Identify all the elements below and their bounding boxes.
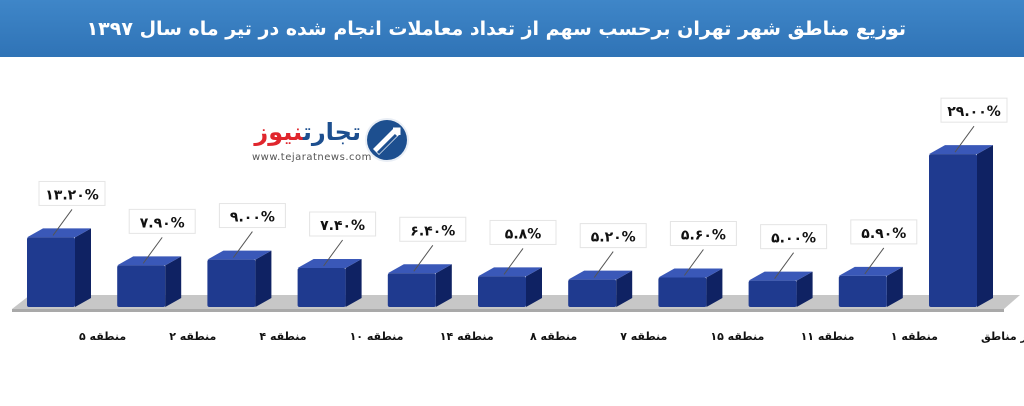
bar	[748, 280, 797, 307]
data-label: ۷.۴۰%	[320, 218, 365, 234]
data-label-box	[128, 208, 196, 234]
bar-top	[929, 145, 993, 155]
bar-side	[616, 270, 633, 307]
data-label: ۵.۹۰%	[861, 226, 906, 242]
bar-side	[526, 267, 542, 307]
bar	[838, 275, 887, 307]
bar	[27, 237, 75, 307]
data-label-leader	[683, 249, 704, 276]
bar	[387, 273, 436, 307]
data-label: ۲۹.۰۰%	[947, 104, 1001, 120]
data-label-box	[38, 180, 106, 206]
x-tick-label: منطقه ۲	[169, 330, 216, 343]
x-tick-label: منطقه ۱	[891, 330, 938, 343]
data-label: ۵.۰۰%	[771, 231, 816, 247]
data-label-leader	[323, 239, 344, 267]
chart-title: توزیع مناطق شهر تهران برحسب سهم از تعداد…	[86, 17, 906, 40]
data-label-leader	[864, 247, 885, 275]
data-label-leader	[142, 237, 163, 264]
bar	[658, 277, 707, 307]
bar-top	[748, 271, 813, 281]
x-tick-label: منطقه ۱۱	[801, 330, 855, 343]
data-label: ۵.۲۰%	[591, 230, 636, 246]
chart-floor-edge	[12, 309, 1004, 312]
data-label-box	[669, 220, 737, 246]
bar-top	[658, 268, 723, 278]
data-label-leader	[52, 209, 73, 236]
data-label: ۶.۴۰%	[410, 223, 455, 239]
x-tick-label: منطقه ۴	[259, 330, 306, 343]
bar-top	[387, 264, 452, 274]
data-label-box	[760, 224, 828, 250]
x-tick-label: منطقه ۱۵	[710, 330, 764, 343]
bar	[568, 279, 617, 307]
bar-side	[255, 250, 272, 307]
x-tick-label: منطقه ۷	[620, 330, 667, 343]
bar-side	[796, 271, 813, 307]
data-label-box	[489, 219, 557, 245]
tejarat-news-logo: تجارتنیوز www.tejaratnews.com	[246, 115, 411, 171]
bar	[297, 268, 346, 307]
bar-side	[977, 145, 993, 307]
x-tick-label: سایر مناطق	[981, 330, 1024, 343]
data-label-box	[399, 216, 467, 242]
bar-top	[478, 267, 542, 277]
bar	[207, 259, 256, 307]
data-label-leader	[413, 244, 434, 272]
logo-name-second: نیوز	[254, 118, 303, 146]
bar-top	[27, 228, 91, 238]
bar-side	[886, 266, 903, 307]
bar-side	[75, 228, 91, 307]
logo-name-first: تجارت	[302, 118, 361, 146]
logo-name: تجارتنیوز	[254, 117, 361, 147]
data-label: ۵.۶۰%	[681, 227, 726, 243]
logo-url: www.tejaratnews.com	[252, 152, 372, 163]
data-label: ۷.۹۰%	[140, 215, 185, 231]
x-tick-label: منطقه ۵	[79, 330, 126, 343]
bar	[117, 265, 166, 307]
data-label-leader	[593, 251, 614, 278]
data-label-leader	[774, 252, 795, 279]
bar-side	[165, 256, 182, 307]
data-label-box	[309, 211, 377, 237]
data-label-box	[579, 223, 647, 249]
tejarat-news-logo-icon	[365, 118, 409, 162]
bar-top	[297, 259, 362, 269]
bar-side	[435, 264, 452, 307]
data-label-box	[850, 219, 918, 245]
data-label-box	[218, 203, 286, 229]
data-label: ۵.۸%	[505, 226, 541, 242]
x-tick-label: منطقه ۱۰	[350, 330, 404, 343]
bar-top	[207, 250, 272, 260]
x-tick-label: منطقه ۸	[530, 330, 577, 343]
x-tick-label: منطقه ۱۴	[440, 330, 494, 343]
data-label-leader	[232, 231, 253, 258]
chart-title-bar: توزیع مناطق شهر تهران برحسب سهم از تعداد…	[0, 0, 1024, 57]
bar-side	[345, 259, 362, 307]
bar	[929, 154, 977, 307]
data-label: ۹.۰۰%	[230, 210, 275, 226]
bar-top	[838, 266, 903, 276]
data-label: ۱۳.۲۰%	[45, 187, 99, 203]
data-label-leader	[503, 248, 524, 275]
bar-top	[117, 256, 182, 266]
bar	[478, 276, 526, 307]
bar-top	[568, 270, 633, 280]
bar-side	[706, 268, 723, 307]
data-label-box	[940, 97, 1008, 123]
data-label-leader	[954, 125, 975, 153]
